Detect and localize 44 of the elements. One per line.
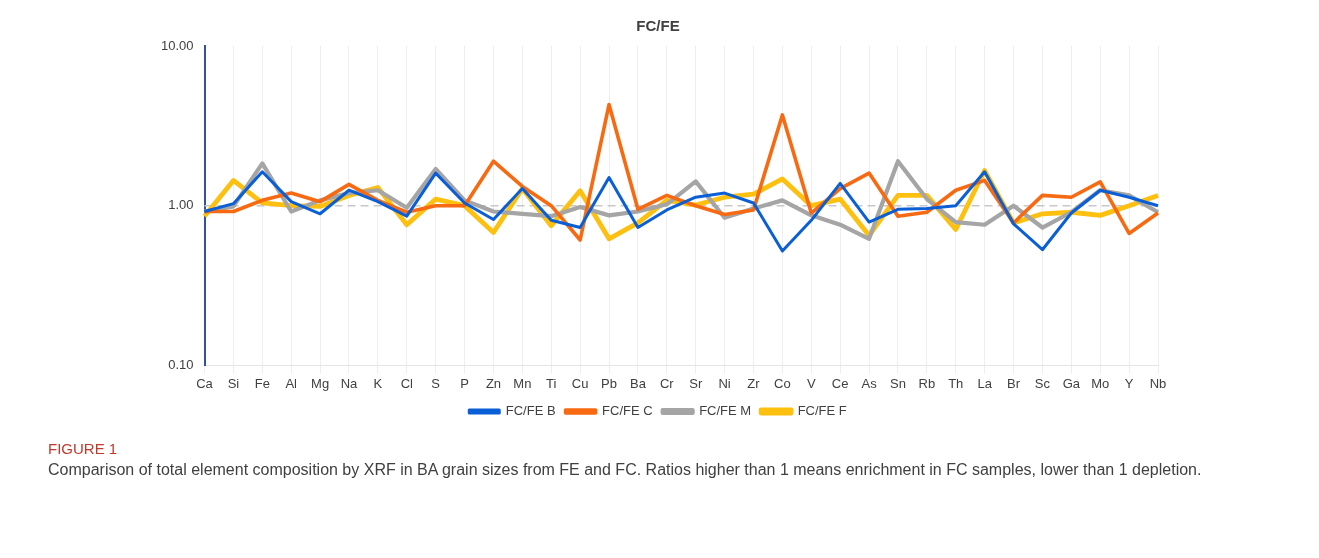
caption: FIGURE 1 <box>48 440 119 457</box>
y-tick-label: 10.00 <box>160 37 194 53</box>
x-tick-label: Si <box>227 375 240 391</box>
x-tick-label: Ce <box>831 375 849 391</box>
x-tick-label: Mn <box>513 375 532 391</box>
x-tick-label: La <box>977 375 993 391</box>
x-tick-label: Pb <box>601 375 617 391</box>
text: Comparison of total element composition by XRF in BA grain sizes from FE and FC. Ratios higher than 1 means enrichment in FC samples, lower than 1 depletion. <box>48 461 1203 479</box>
x-tick-label: Rb <box>918 375 936 391</box>
x-tick-label: Zn <box>485 375 502 391</box>
x-tick-label: Y <box>1124 375 1134 391</box>
legend-label: FC/FE F <box>797 403 847 419</box>
x-tick-label: As <box>861 375 878 391</box>
x-tick-label: Th <box>948 375 964 391</box>
legend-label: FC/FE C <box>602 403 653 419</box>
legend-label: FC/FE M <box>699 403 752 419</box>
x-tick-label: Ti <box>546 375 557 391</box>
y-tick-label: 0.10 <box>168 356 194 372</box>
x-tick-label: Cu <box>571 375 589 391</box>
y-tick-label: 1.00 <box>168 197 194 213</box>
x-tick-label: Cl <box>400 375 414 391</box>
legend-label: FC/FE B <box>505 403 556 419</box>
x-tick-label: S <box>431 375 441 391</box>
x-tick-label: Ba <box>629 375 647 391</box>
x-tick-label: Al <box>285 375 298 391</box>
x-tick-label: Mo <box>1091 375 1110 391</box>
x-tick-label: Cr <box>659 375 675 391</box>
x-tick-label: Ni <box>718 375 731 391</box>
x-tick-label: K <box>373 375 383 391</box>
x-tick-label: Mg <box>311 375 330 391</box>
x-tick-label: Ca <box>196 375 214 391</box>
x-tick-label: Ga <box>1062 375 1081 391</box>
x-tick-label: Nb <box>1149 375 1167 391</box>
x-tick-label: P <box>460 375 469 391</box>
x-tick-label: Na <box>340 375 359 391</box>
chart-title: FC/FE <box>636 17 680 35</box>
x-tick-label: Sr <box>689 375 703 391</box>
x-tick-label: Sn <box>890 375 906 391</box>
x-tick-label: V <box>806 375 816 391</box>
x-tick-label: Co <box>774 375 791 391</box>
x-tick-label: Sc <box>1034 375 1051 391</box>
x-tick-label: Fe <box>254 375 270 391</box>
x-tick-label: Zr <box>747 375 761 391</box>
x-tick-label: Br <box>1007 375 1021 391</box>
